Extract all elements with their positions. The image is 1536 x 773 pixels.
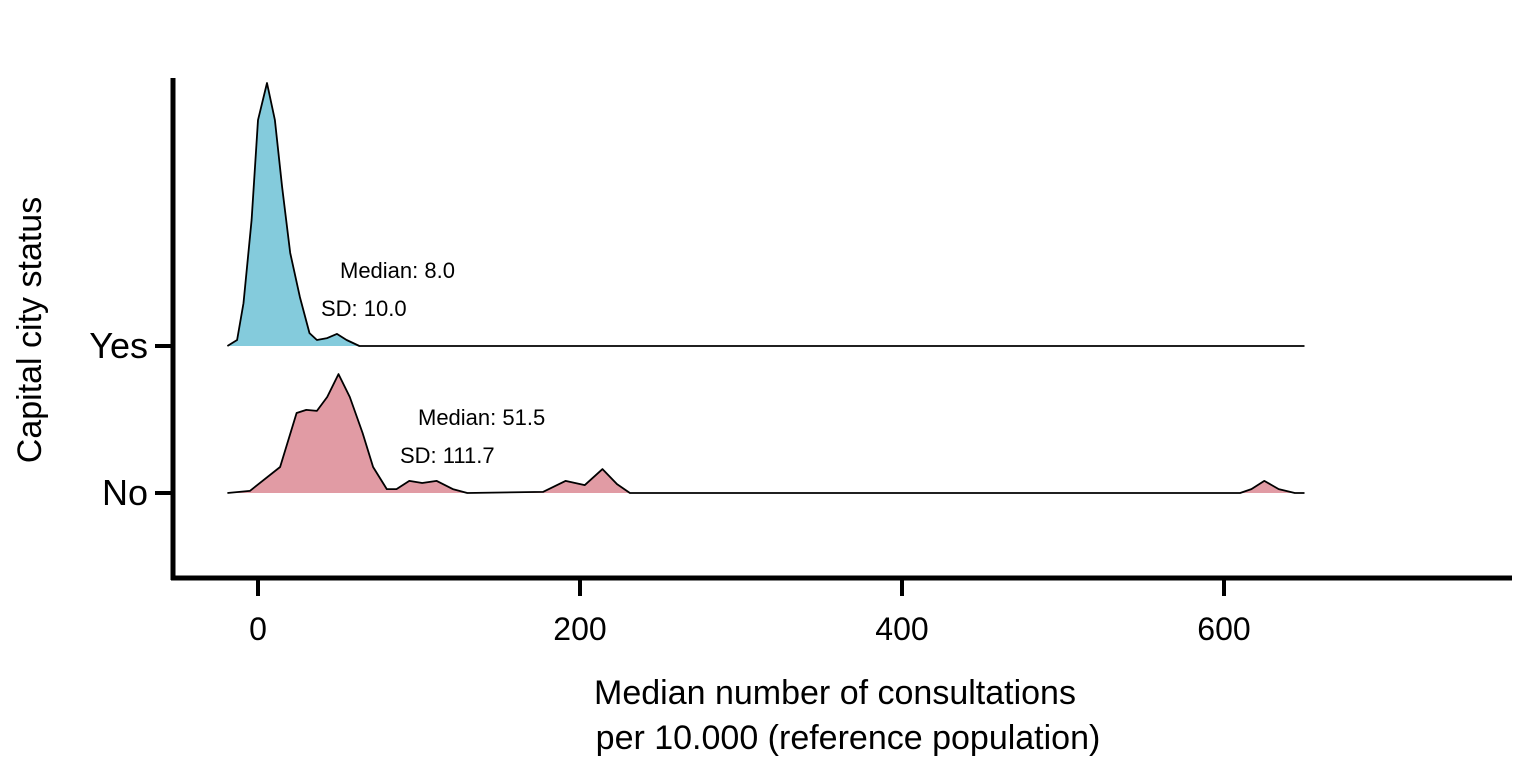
x-axis-title-line-2: per 10.000 (reference population): [596, 719, 1101, 757]
no-median-label: Median: 51.5: [418, 405, 545, 430]
yes-median-label: Median: 8.0: [340, 258, 455, 283]
ridge-outline-yes: [226, 82, 1305, 347]
annotations: Median: 8.0 SD: 10.0 Median: 51.5 SD: 11…: [321, 258, 545, 468]
ridge-area-no: [227, 374, 1305, 493]
y-tick-label-yes: Yes: [89, 325, 148, 366]
ridges: [226, 82, 1305, 494]
x-axis-title-line-1: Median number of consultations: [594, 674, 1076, 712]
y-tick-label-no: No: [102, 472, 148, 513]
ridge-outline-no: [227, 373, 1305, 494]
y-ticks: Yes No: [89, 325, 173, 513]
x-tick-label: 0: [249, 611, 267, 647]
x-tick-label: 400: [875, 611, 928, 647]
x-tick-label: 200: [553, 611, 606, 647]
y-axis-title: Capital city status: [11, 197, 49, 463]
yes-sd-label: SD: 10.0: [321, 296, 407, 321]
no-sd-label: SD: 111.7: [400, 443, 495, 468]
x-ticks: 0 200 400 600: [249, 578, 1251, 647]
x-tick-label: 600: [1197, 611, 1250, 647]
